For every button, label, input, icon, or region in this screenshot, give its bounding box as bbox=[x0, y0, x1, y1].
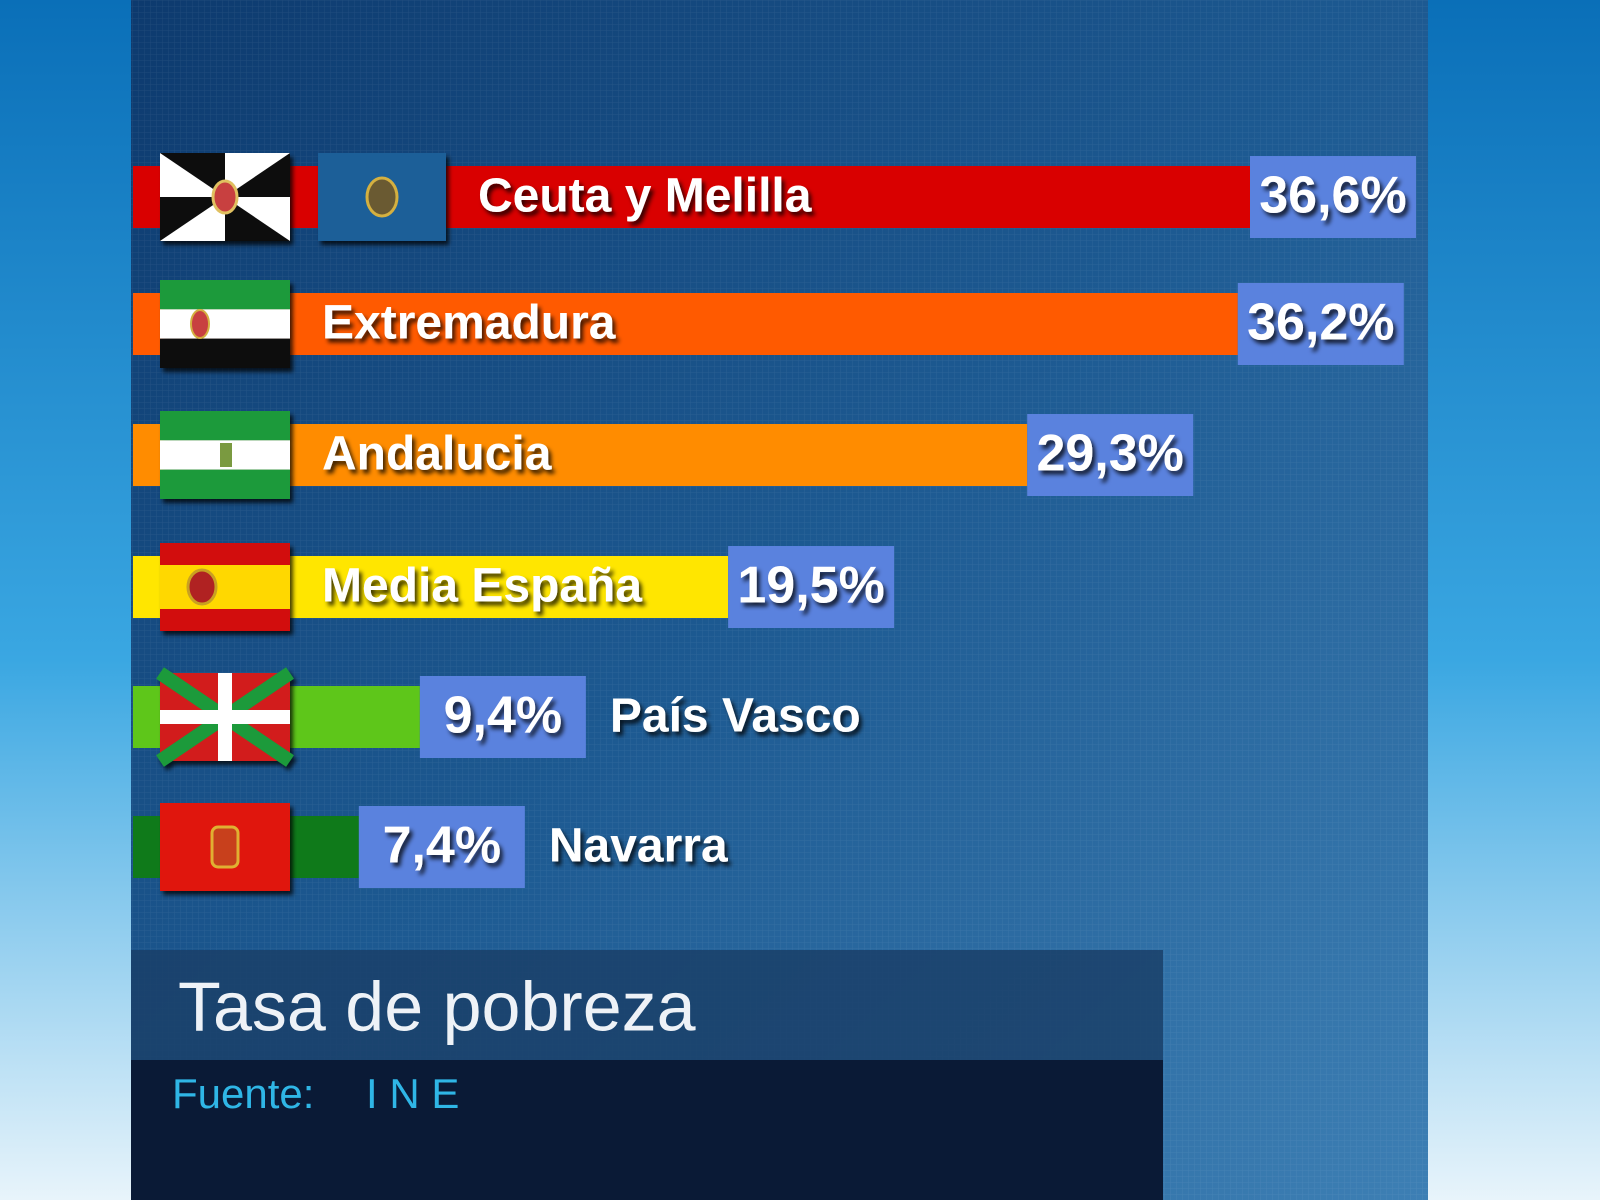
source-box bbox=[131, 1060, 1163, 1200]
flag-emblem bbox=[220, 443, 232, 467]
bars: 36,6% Ceuta y Melilla 36,2% Extremadura 29,3… bbox=[133, 153, 1416, 891]
flag bbox=[318, 153, 446, 241]
value-label: 9,4% bbox=[444, 687, 563, 745]
flag-emblem bbox=[186, 568, 218, 606]
category-label: Media España bbox=[322, 560, 642, 613]
value-box bbox=[1237, 283, 1404, 365]
flag-part bbox=[160, 309, 290, 339]
category-label: País Vasco bbox=[610, 690, 861, 743]
category-label: Andalucia bbox=[322, 428, 552, 481]
flag-emblem bbox=[210, 825, 240, 869]
value-box bbox=[1250, 156, 1416, 238]
flag-part bbox=[160, 411, 290, 441]
flag-part bbox=[160, 609, 290, 631]
value-label: 7,4% bbox=[383, 817, 502, 875]
flag-part bbox=[160, 280, 290, 310]
flag-part bbox=[160, 565, 290, 609]
flag bbox=[156, 667, 294, 767]
flag-emblem bbox=[211, 179, 239, 215]
value-box bbox=[1027, 414, 1194, 496]
flag bbox=[160, 803, 290, 891]
flag-part bbox=[160, 469, 290, 499]
value-label: 36,2% bbox=[1247, 294, 1394, 352]
flag-emblem bbox=[190, 309, 210, 339]
flag-part bbox=[225, 153, 290, 197]
flag-part bbox=[160, 153, 225, 197]
flag-part bbox=[225, 197, 290, 241]
value-label: 36,6% bbox=[1259, 167, 1406, 225]
value-box bbox=[358, 806, 525, 888]
value-box bbox=[728, 546, 895, 628]
chart-title: Tasa de pobreza bbox=[178, 967, 696, 1045]
source: I N E bbox=[366, 1070, 459, 1117]
value-box bbox=[419, 676, 586, 758]
source-label: Fuente: bbox=[172, 1070, 314, 1117]
flag-part bbox=[160, 338, 290, 368]
flag-part bbox=[160, 710, 290, 724]
flag-emblem bbox=[365, 176, 399, 218]
flag-part bbox=[160, 197, 225, 241]
bar bbox=[133, 293, 1238, 355]
value-label: 19,5% bbox=[737, 557, 884, 615]
flag bbox=[160, 280, 290, 368]
flag-part bbox=[160, 543, 290, 565]
flag bbox=[160, 543, 290, 631]
flag bbox=[160, 153, 290, 241]
flag bbox=[160, 411, 290, 499]
category-label: Navarra bbox=[549, 820, 728, 873]
category-label: Ceuta y Melilla bbox=[478, 170, 812, 223]
title-box bbox=[131, 950, 1163, 1060]
value-label: 29,3% bbox=[1036, 425, 1183, 483]
category-label: Extremadura bbox=[322, 297, 616, 350]
